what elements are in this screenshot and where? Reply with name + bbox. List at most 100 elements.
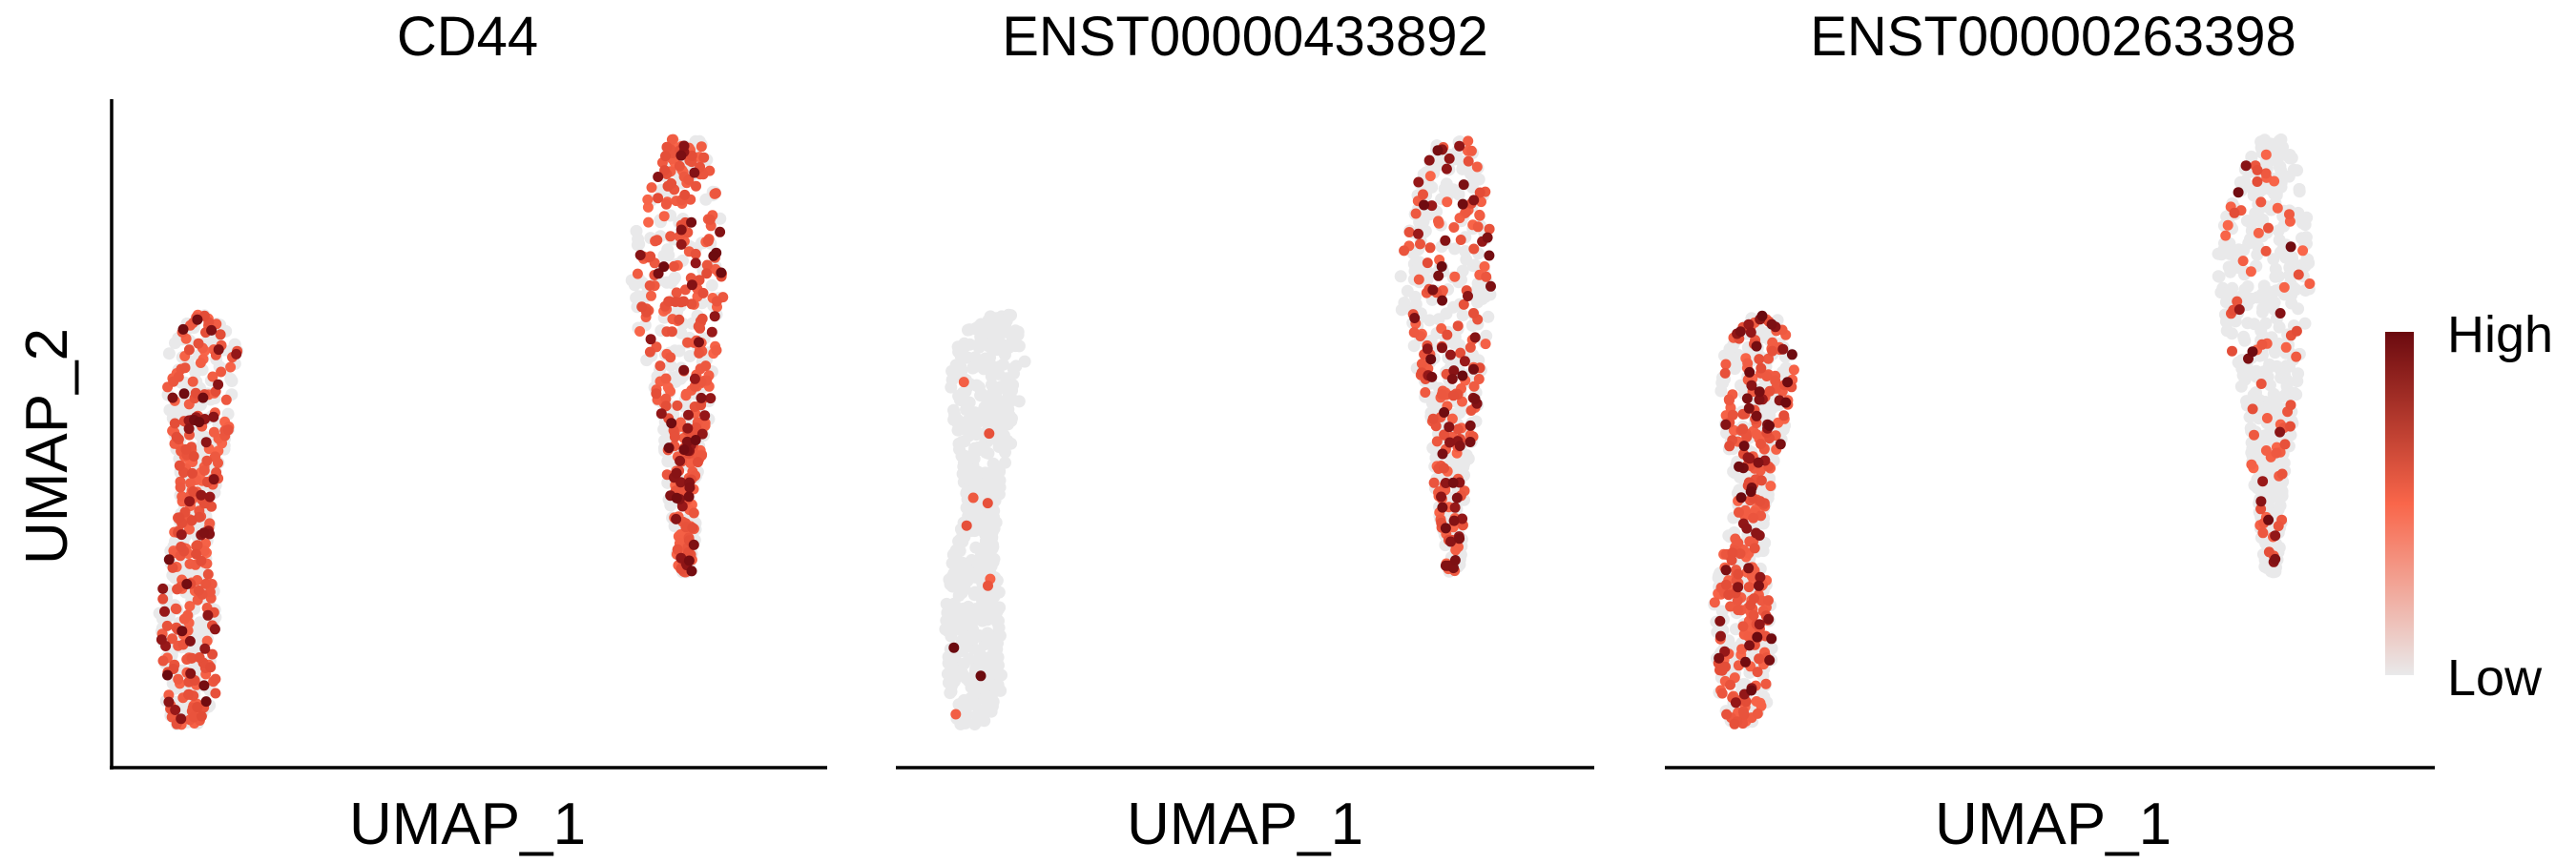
cell-point-expressed <box>222 424 234 436</box>
cell-point-expressed <box>1733 582 1744 593</box>
cell-point-expressed <box>1479 261 1490 272</box>
cell-point-expressed <box>1743 402 1755 414</box>
cell-point-expressed <box>1471 161 1483 173</box>
cell-point-expressed <box>186 652 197 664</box>
cell-point-expressed <box>675 224 687 236</box>
cell-point-expressed <box>1724 441 1735 452</box>
cell-point-low <box>1394 270 1407 283</box>
cell-point-low <box>661 243 675 257</box>
cell-point-expressed <box>1448 515 1460 526</box>
panel-enst00000263398: ENST00000263398 UMAP_1 <box>1665 6 2435 857</box>
cell-point-low <box>2267 565 2280 579</box>
cell-point-expressed <box>1775 439 1786 450</box>
cell-point-expressed <box>2263 514 2275 525</box>
cell-point-low <box>985 526 998 540</box>
cell-point-expressed <box>715 226 726 237</box>
cell-point-expressed <box>1725 679 1735 690</box>
cell-point-expressed <box>1452 320 1464 332</box>
cell-point-expressed <box>184 496 196 507</box>
cell-point-expressed <box>187 376 198 387</box>
cell-point-expressed <box>1766 633 1777 645</box>
cell-point-expressed <box>208 411 219 422</box>
cell-point-low <box>2233 243 2245 257</box>
cell-point-low <box>985 320 998 334</box>
cell-point-expressed <box>1755 439 1767 450</box>
cell-point-expressed <box>1743 563 1755 574</box>
cell-point-expressed <box>653 172 664 182</box>
cell-point-expressed <box>1428 477 1440 488</box>
cell-point-expressed <box>1413 228 1423 239</box>
cell-point-expressed <box>2222 219 2233 231</box>
cell-point-expressed <box>654 360 666 372</box>
cell-point-expressed <box>1480 339 1491 350</box>
cell-point-expressed <box>2255 196 2267 208</box>
cell-point-expressed <box>683 546 694 558</box>
cell-point-expressed <box>184 601 196 612</box>
cell-point-expressed <box>678 296 690 307</box>
cell-point-expressed <box>2240 160 2252 172</box>
cell-point-low <box>958 693 970 707</box>
cell-point-low <box>2293 182 2306 195</box>
cell-point-expressed <box>1468 243 1480 255</box>
cell-point-expressed <box>1484 250 1495 261</box>
cell-point-expressed <box>1481 271 1492 282</box>
cell-point-low <box>997 358 1009 371</box>
cell-point-expressed <box>2260 168 2272 179</box>
cell-point-expressed <box>2237 256 2249 267</box>
cell-point-low <box>964 338 976 351</box>
cell-point-low <box>2212 270 2226 283</box>
cell-point-expressed <box>1468 195 1480 206</box>
cell-point-expressed <box>645 251 656 262</box>
cell-point-low <box>977 703 990 716</box>
cell-point-expressed <box>710 188 721 199</box>
cell-point-expressed <box>198 464 210 476</box>
cell-point-expressed <box>1444 421 1455 433</box>
cell-point-expressed <box>696 313 708 324</box>
cell-point-expressed <box>1413 274 1424 285</box>
cell-point-low <box>977 588 989 601</box>
cell-point-low <box>992 437 1006 450</box>
cell-point-low <box>1000 324 1012 338</box>
cell-point-expressed <box>1738 441 1750 452</box>
cell-point-expressed <box>1746 570 1757 582</box>
cell-point-low <box>966 412 979 425</box>
cell-point-low <box>2274 160 2287 174</box>
panel-title: ENST00000433892 <box>1002 6 1488 68</box>
cell-point-expressed <box>1463 135 1474 147</box>
cell-point-expressed <box>1743 631 1755 643</box>
cell-point-expressed <box>652 235 663 246</box>
cell-point-expressed <box>642 194 654 205</box>
cell-point-expressed <box>174 512 185 524</box>
cell-point-low <box>2264 486 2277 500</box>
cell-point-expressed <box>1448 365 1460 377</box>
cell-point-expressed <box>674 160 685 172</box>
cell-point-low <box>971 557 985 570</box>
cell-point-expressed <box>660 373 672 384</box>
cell-point-low <box>967 588 981 602</box>
cell-point-low <box>225 375 239 387</box>
cell-point-expressed <box>210 688 221 699</box>
cell-point-expressed <box>2233 304 2245 316</box>
cell-point-expressed <box>1788 364 1799 376</box>
cell-point-expressed <box>1730 697 1741 709</box>
cell-point-low <box>965 451 978 464</box>
cell-point-expressed <box>2229 207 2240 218</box>
cell-point-expressed <box>1721 709 1733 720</box>
cell-point-expressed <box>689 373 700 384</box>
cell-point-expressed <box>1458 179 1469 191</box>
cell-point-expressed <box>1754 394 1765 405</box>
cell-point-expressed <box>1720 565 1732 576</box>
cell-point-expressed <box>1437 295 1448 306</box>
cell-point-expressed <box>1449 271 1461 282</box>
cell-point-expressed <box>983 580 993 591</box>
cell-point-expressed <box>1709 597 1720 608</box>
cell-point-low <box>2292 206 2305 219</box>
cell-point-expressed <box>2270 553 2281 565</box>
cell-point-expressed <box>2260 245 2272 257</box>
cell-point-expressed <box>1751 410 1762 421</box>
cell-point-expressed <box>1465 145 1477 156</box>
cell-point-expressed <box>1465 437 1476 447</box>
cell-point-expressed <box>671 492 682 503</box>
cell-point-expressed <box>1415 238 1425 250</box>
cell-point-expressed <box>1729 718 1740 729</box>
